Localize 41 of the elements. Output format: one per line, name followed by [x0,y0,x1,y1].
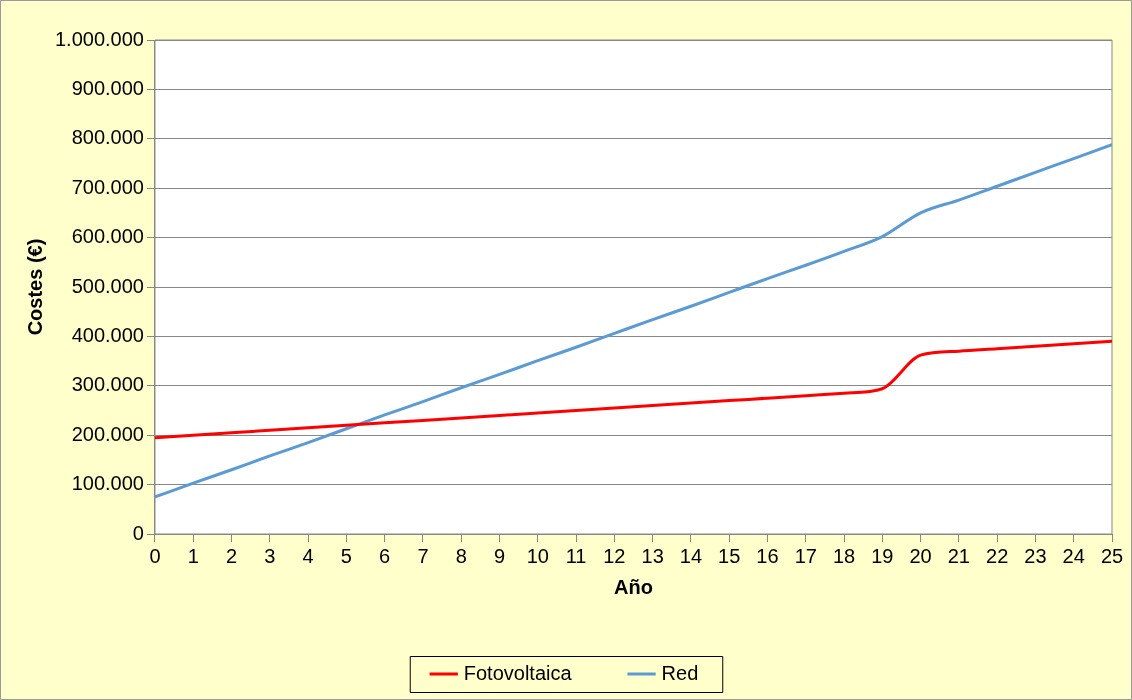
x-tick-label: 5 [340,544,352,567]
y-axis-title: Costes (€) [23,238,46,336]
x-axis-title: Año [614,575,653,598]
x-tick-label: 14 [679,544,703,567]
y-tick-label: 100.000 [71,472,144,495]
y-tick-label: 900.000 [71,76,144,99]
legend-label: Red [661,661,699,684]
x-tick-label: 11 [565,544,587,567]
y-tick-label: 600.000 [71,225,144,248]
x-tick-label: 21 [947,544,970,567]
y-tick-label: 200.000 [71,422,144,445]
y-tick-label: 800.000 [71,126,144,149]
x-tick-label: 20 [909,544,932,567]
x-tick-label: 16 [756,544,779,567]
y-tick-label: 300.000 [71,373,144,396]
legend-label: Fotovoltaica [463,661,573,684]
x-tick-label: 24 [1062,544,1085,567]
x-tick-label: 2 [225,544,238,567]
x-tick-label: 4 [302,544,314,567]
x-tick-label: 22 [986,544,1009,567]
x-tick-label: 25 [1100,544,1124,567]
x-tick-label: 6 [379,544,391,567]
x-tick-label: 1 [187,544,199,567]
x-tick-label: 17 [794,544,817,567]
x-tick-label: 15 [718,544,741,567]
y-tick-label: 500.000 [71,274,144,297]
y-tick-label: 0 [132,521,144,544]
y-tick-label: 1.000.000 [54,27,144,50]
x-tick-label: 13 [641,544,664,567]
x-tick-label: 9 [493,544,506,567]
x-tick-label: 10 [526,544,549,567]
x-tick-label: 3 [264,544,276,567]
x-tick-label: 18 [832,544,856,567]
x-tick-label: 7 [417,544,429,567]
y-tick-label: 700.000 [71,175,144,198]
x-tick-label: 12 [603,544,626,567]
x-tick-label: 19 [871,544,894,567]
x-tick-label: 23 [1024,544,1047,567]
y-tick-label: 400.000 [71,323,144,346]
x-tick-label: 8 [455,544,467,567]
x-tick-label: 0 [149,544,161,567]
